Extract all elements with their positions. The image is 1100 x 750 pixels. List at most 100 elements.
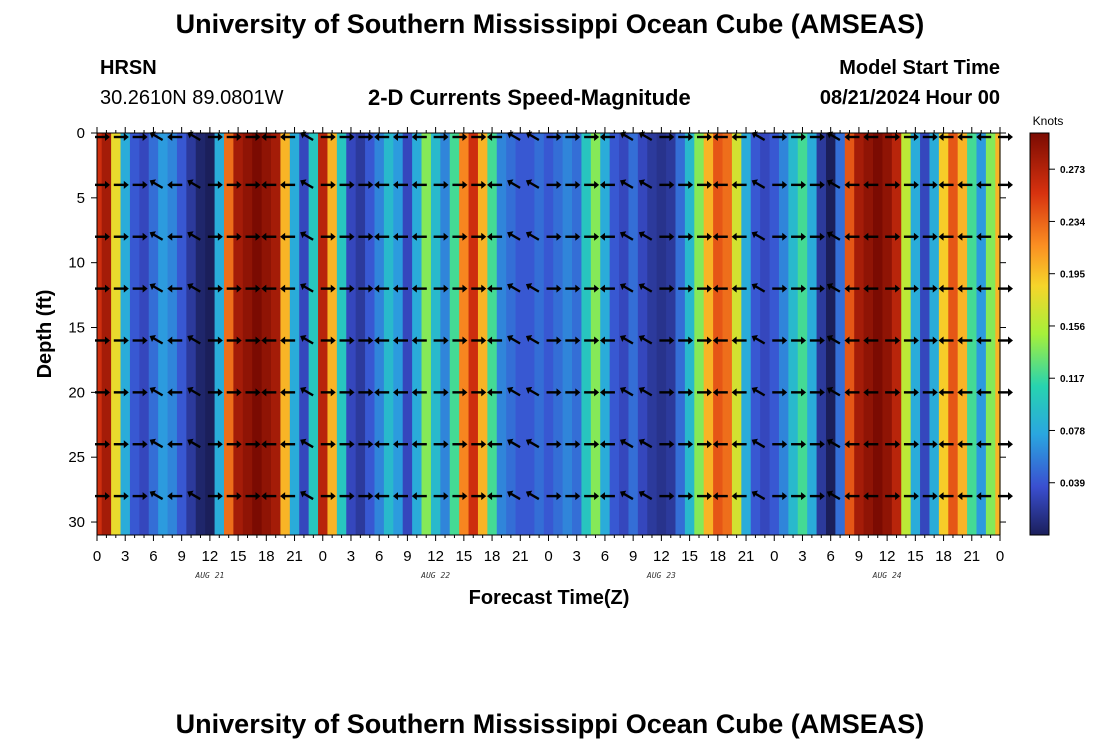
current-vector-head	[844, 284, 850, 293]
current-vector-head	[731, 232, 737, 241]
current-vector-head	[349, 284, 355, 293]
current-vector-head	[594, 492, 600, 501]
current-vector-head	[217, 440, 223, 449]
current-vector-head	[957, 180, 963, 189]
current-vector-head	[142, 388, 148, 397]
current-vector-head	[599, 336, 605, 345]
current-vector-head	[261, 180, 267, 189]
current-vector-head	[801, 232, 807, 241]
heatmap-cell	[590, 133, 601, 535]
heatmap-cell	[327, 133, 338, 535]
current-vector-head	[300, 386, 307, 394]
current-vector-head	[255, 440, 261, 449]
chart-subtitle: 2-D Currents Speed-Magnitude	[368, 85, 691, 110]
colorbar-gradient	[1029, 132, 1050, 536]
current-vector-shaft	[302, 284, 314, 293]
current-vector-head	[575, 133, 581, 141]
y-tick-label: 20	[68, 384, 85, 401]
current-vector-head	[669, 492, 675, 501]
current-vector-head	[462, 284, 468, 293]
current-vector-head	[1008, 232, 1013, 241]
current-vector-head	[638, 386, 646, 394]
current-vector-head	[895, 336, 901, 345]
current-vector-head	[575, 180, 581, 189]
current-vector-head	[801, 388, 807, 397]
heatmap-cell	[223, 133, 234, 535]
current-vector-head	[300, 335, 307, 342]
current-vector-head	[938, 180, 944, 189]
current-vector-head	[236, 492, 242, 501]
current-vector-head	[863, 492, 869, 501]
current-vector-head	[393, 492, 398, 501]
current-vector-shaft	[753, 284, 766, 293]
current-vector-head	[913, 232, 919, 241]
heatmap-cell	[346, 133, 357, 535]
x-tick-label: 3	[347, 548, 355, 565]
current-vector-head	[123, 336, 129, 345]
current-vector-head	[575, 492, 581, 501]
current-vector-head	[731, 180, 737, 189]
colorbar-tick-label: 0.156	[1060, 322, 1085, 333]
current-vector-head	[594, 284, 600, 293]
current-vector-head	[236, 388, 242, 397]
current-vector-head	[443, 232, 449, 241]
current-vector-head	[895, 232, 901, 241]
heatmap-cell	[938, 133, 949, 535]
current-vector-head	[123, 284, 129, 293]
current-vector-head	[712, 492, 718, 501]
current-vector-head	[149, 283, 156, 291]
current-vector-head	[507, 438, 514, 446]
current-vector-head	[393, 284, 398, 293]
heatmap-cell	[675, 133, 686, 535]
current-vector-head	[826, 231, 834, 239]
current-vector-head	[1008, 133, 1013, 141]
current-vector-head	[688, 492, 694, 501]
current-vector-head	[932, 388, 938, 397]
current-vector-head	[507, 335, 514, 342]
current-vector-head	[462, 232, 468, 241]
current-vector-head	[187, 179, 194, 187]
current-vector-head	[1008, 336, 1013, 345]
current-vector-head	[280, 284, 286, 293]
current-vector-shaft	[509, 284, 521, 293]
colorbar-tick-label: 0.273	[1060, 165, 1085, 176]
current-vector-shaft	[753, 180, 766, 189]
current-vector-head	[751, 231, 758, 239]
current-vector-head	[957, 284, 963, 293]
current-vector-head	[236, 232, 242, 241]
current-vector-head	[863, 388, 869, 397]
current-vector-head	[1008, 388, 1013, 397]
current-vector-head	[255, 492, 261, 501]
current-vector-head	[393, 440, 398, 449]
heatmap-cell	[440, 133, 451, 535]
current-vector-head	[976, 336, 982, 345]
heatmap-cell	[468, 133, 479, 535]
current-vector-head	[330, 336, 336, 345]
current-vector-head	[556, 336, 562, 345]
current-vector-head	[782, 284, 788, 293]
current-vector-head	[957, 388, 963, 397]
current-vector-head	[731, 388, 737, 397]
current-vector-head	[688, 180, 694, 189]
current-vector-head	[300, 490, 307, 498]
current-vector-head	[393, 180, 398, 189]
current-vector-head	[487, 336, 493, 345]
current-vector-head	[462, 388, 468, 397]
current-vector-head	[599, 440, 605, 449]
heatmap-cell	[825, 133, 836, 535]
current-vector-head	[801, 180, 807, 189]
heatmap-cell	[421, 133, 432, 535]
current-vector-head	[707, 180, 712, 189]
x-tick-label: 0	[319, 548, 327, 565]
x-tick-label: 18	[258, 548, 275, 565]
current-vector-head	[330, 133, 336, 141]
y-tick-label: 0	[77, 125, 85, 142]
heatmap-cell	[929, 133, 940, 535]
current-vector-head	[255, 180, 261, 189]
current-vector-head	[167, 492, 173, 501]
current-vector-head	[575, 284, 581, 293]
current-vector-head	[826, 283, 834, 291]
heatmap-cell	[609, 133, 620, 535]
heatmap-cell	[383, 133, 394, 535]
current-vector-head	[261, 440, 267, 449]
